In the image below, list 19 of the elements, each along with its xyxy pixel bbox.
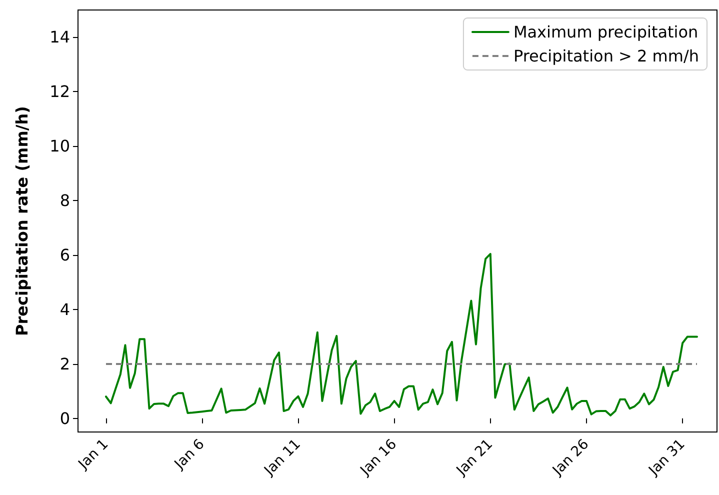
y-tick-label: 10 <box>50 136 70 156</box>
x-tick-label: Jan 26 <box>549 436 592 480</box>
y-tick-label: 14 <box>50 28 70 47</box>
x-tick-label: Jan 11 <box>260 436 304 480</box>
x-tick-label: Jan 6 <box>171 436 208 474</box>
x-tick-label: Jan 31 <box>645 436 688 480</box>
legend-label: Maximum precipitation <box>513 22 698 42</box>
x-tick-label: Jan 21 <box>453 436 496 480</box>
y-tick-label: 2 <box>60 354 70 374</box>
y-axis-title: Precipitation rate (mm/h) <box>12 106 32 336</box>
legend-label: Precipitation > 2 mm/h <box>513 46 700 66</box>
y-tick-label: 4 <box>60 300 70 319</box>
line-series <box>105 252 698 416</box>
x-tick-label: Jan 1 <box>74 436 112 474</box>
y-tick-label: 12 <box>50 82 70 102</box>
y-tick-label: 0 <box>60 408 70 428</box>
y-tick-label: 8 <box>60 191 70 210</box>
x-tick-label: Jan 16 <box>356 436 400 480</box>
y-tick-label: 6 <box>60 246 70 265</box>
